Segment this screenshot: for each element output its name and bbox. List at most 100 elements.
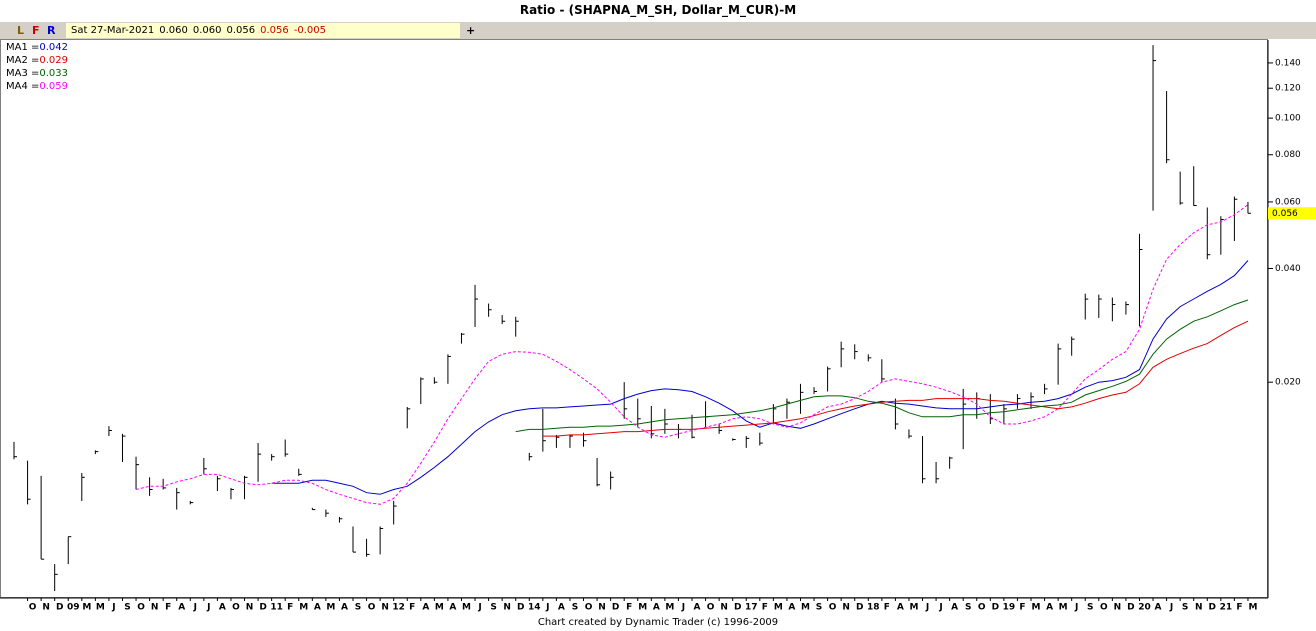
toolbar-button[interactable]: L	[17, 24, 25, 37]
footer: Chart created by Dynamic Trader (c) 1996…	[537, 617, 779, 628]
x-tick-label: F	[287, 603, 293, 613]
x-tick-label: N	[1114, 603, 1122, 613]
x-tick-label: N	[151, 603, 159, 613]
x-tick-label: M	[82, 603, 91, 613]
x-tick-label: O	[232, 603, 240, 613]
x-tick-label: A	[422, 603, 429, 613]
last-price-box	[1268, 207, 1316, 220]
x-tick-label: A	[1046, 603, 1053, 613]
x-tick-label: N	[42, 603, 50, 613]
y-tick-label: 0.060	[1275, 197, 1301, 207]
legend-name: MA2 =	[6, 55, 40, 66]
plot-frame	[0, 39, 1268, 598]
x-tick-label: M	[1059, 603, 1068, 613]
x-tick-label: A	[219, 603, 226, 613]
last-price-label: 0.056	[1272, 209, 1298, 219]
x-tick-label: 14	[528, 603, 541, 613]
x-tick-label: O	[137, 603, 145, 613]
x-tick-label: M	[638, 603, 647, 613]
x-tick-label: J	[1074, 603, 1078, 613]
x-tick-label: 21	[1220, 603, 1233, 613]
x-tick-label: F	[884, 603, 890, 613]
x-tick-label: J	[206, 603, 210, 613]
legend-value: 0.042	[39, 42, 69, 53]
x-tick-label: M	[326, 603, 335, 613]
x-tick-label: J	[545, 603, 549, 613]
add-button[interactable]: +	[466, 24, 476, 37]
legend-value: 0.033	[39, 68, 69, 79]
x-tick-label: F	[409, 603, 415, 613]
x-tick-label: J	[477, 603, 481, 613]
y-tick-label: 0.040	[1275, 264, 1301, 274]
x-tick-label: 17	[745, 603, 758, 613]
x-tick-label: J	[111, 603, 115, 613]
x-tick-label: A	[897, 603, 904, 613]
x-tick-label: A	[178, 603, 185, 613]
legend-entry: MA3 =0.033	[6, 67, 68, 80]
readout-field: 0.056	[260, 25, 289, 36]
y-tick-label: 0.140	[1275, 58, 1301, 68]
x-tick-label: O	[368, 603, 376, 613]
x-tick-label: S	[965, 603, 971, 613]
ma-line	[135, 204, 1249, 505]
x-tick-label: D	[56, 603, 63, 613]
legend-name: MA3 =	[6, 68, 40, 79]
x-tick-label: A	[951, 603, 958, 613]
x-tick-label: S	[816, 603, 822, 613]
x-tick-label: M	[96, 603, 105, 613]
x-tick-label: M	[1032, 603, 1041, 613]
x-tick-label: A	[694, 603, 701, 613]
x-tick-label: O	[1100, 603, 1108, 613]
legend-entry: MA2 =0.029	[6, 54, 68, 67]
x-tick-label: N	[842, 603, 850, 613]
x-tick-label: M	[299, 603, 308, 613]
x-tick-label: S	[1087, 603, 1093, 613]
toolbar-button[interactable]: F	[32, 24, 40, 37]
x-tick-label: O	[707, 603, 715, 613]
x-tick-label: 12	[392, 603, 405, 613]
x-tick-label: M	[774, 603, 783, 613]
x-tick-label: J	[1169, 603, 1173, 613]
x-tick-label: O	[29, 603, 37, 613]
x-tick-label: J	[193, 603, 197, 613]
x-tick-label: S	[124, 603, 130, 613]
x-tick-label: D	[734, 603, 741, 613]
x-tick-label: M	[801, 603, 810, 613]
x-tick-label: D	[1127, 603, 1134, 613]
ma-line	[542, 320, 1249, 437]
readout-field: Sat 27-Mar-2021	[71, 25, 155, 36]
x-tick-label: M	[665, 603, 674, 613]
legend-value: 0.029	[39, 55, 69, 66]
toolbar-button[interactable]: R	[47, 24, 56, 37]
x-tick-label: J	[681, 603, 685, 613]
x-tick-label: A	[1155, 603, 1162, 613]
x-tick-label: A	[314, 603, 321, 613]
x-tick-label: O	[585, 603, 593, 613]
x-tick-label: 18	[867, 603, 880, 613]
readout-field: 0.060	[159, 25, 188, 36]
x-tick-label: A	[653, 603, 660, 613]
x-tick-label: J	[925, 603, 929, 613]
x-tick-label: 09	[67, 603, 80, 613]
chart-title: Ratio - (SHAPNA_M_SH, Dollar_M_CUR)-M	[519, 3, 797, 17]
x-tick-label: M	[909, 603, 918, 613]
x-tick-label: D	[259, 603, 266, 613]
x-tick-label: F	[1236, 603, 1242, 613]
toolbar: Sat 27-Mar-2021 0.060 0.060 0.056 0.056 -0.00…	[0, 22, 1316, 39]
x-tick-label: O	[978, 603, 986, 613]
legend-name: MA4 =	[6, 81, 40, 92]
x-tick-label: D	[612, 603, 619, 613]
ma-line	[515, 299, 1249, 433]
x-tick-label: N	[246, 603, 254, 613]
x-tick-label: J	[938, 603, 942, 613]
readout-field: 0.056	[226, 25, 256, 36]
x-tick-label: D	[856, 603, 863, 613]
y-tick-label: 0.100	[1275, 114, 1301, 124]
price-readout: Sat 27-Mar-2021 0.060 0.060 0.056 0.056 -0.00…	[66, 23, 460, 38]
x-tick-label: S	[572, 603, 578, 613]
x-tick-label: D	[1209, 603, 1216, 613]
x-tick-label: F	[762, 603, 768, 613]
readout-field: 0.060	[192, 25, 222, 36]
y-tick-label: 0.080	[1275, 150, 1301, 160]
x-tick-label: N	[1195, 603, 1203, 613]
